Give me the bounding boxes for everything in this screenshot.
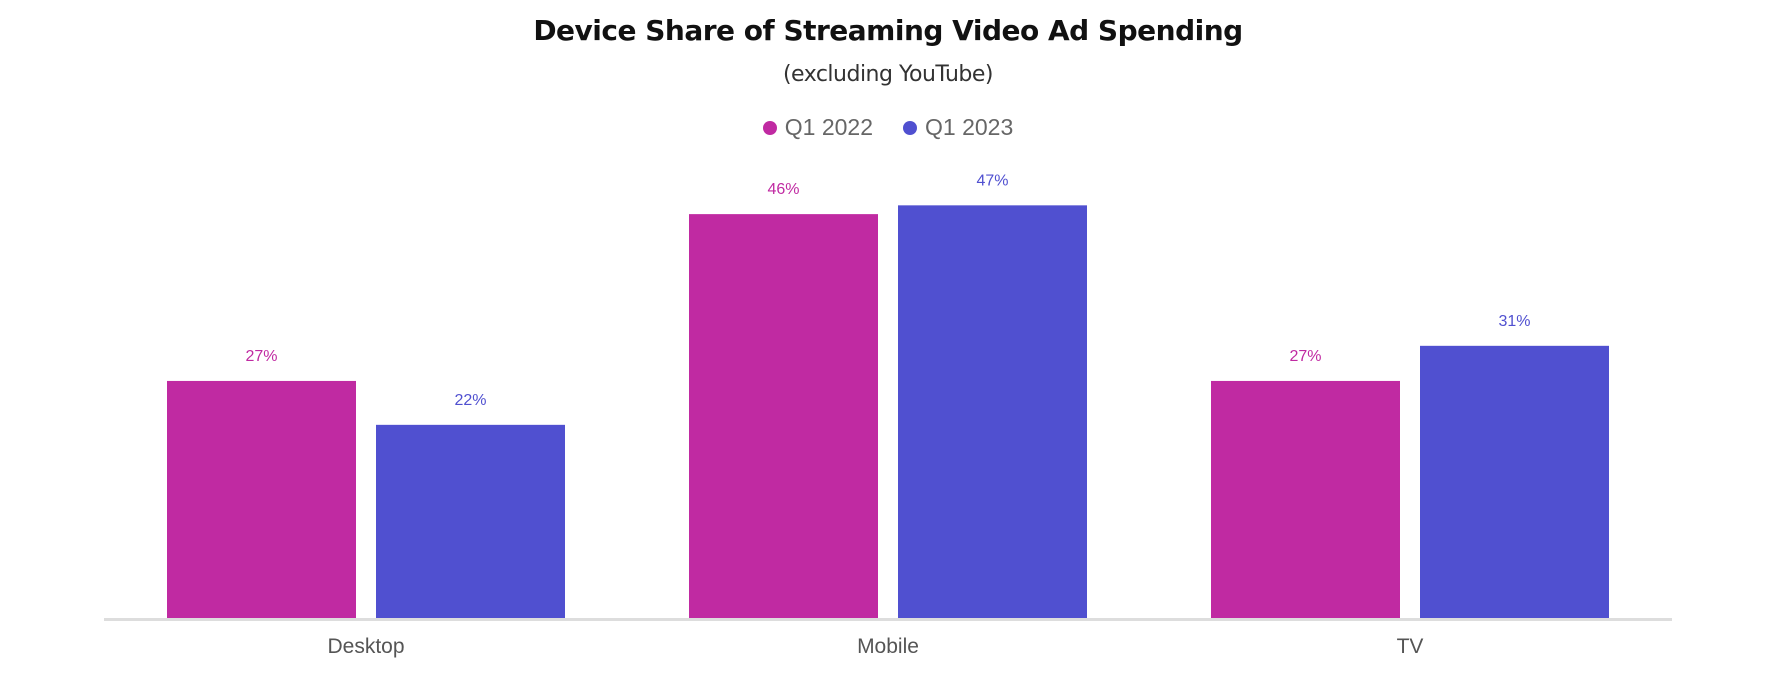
- legend-dot-q1-2023: [903, 120, 917, 135]
- bar-mobile-q1-2023: [898, 205, 1087, 618]
- data-label-desktop-q1-2023: 22%: [454, 392, 486, 409]
- data-label-tv-q1-2023: 31%: [1498, 313, 1530, 330]
- bar-tv-q1-2022: [1211, 380, 1400, 618]
- bar-desktop-q1-2023: [376, 424, 565, 618]
- bar-desktop-q1-2022: [167, 380, 356, 618]
- bar-mobile-q1-2022: [689, 214, 878, 618]
- bar-tv-q1-2023: [1420, 345, 1609, 618]
- legend-label-q1-2023: Q1 2023: [925, 114, 1014, 140]
- legend-item-q1-2023: Q1 2023: [903, 114, 1013, 141]
- legend: Q1 2022 Q1 2023: [0, 114, 1776, 141]
- data-label-mobile-q1-2023: 47%: [976, 172, 1008, 189]
- x-tick-label-mobile: Mobile: [857, 635, 919, 658]
- x-tick-label-desktop: Desktop: [327, 635, 404, 658]
- x-tick-label-tv: TV: [1397, 635, 1424, 658]
- legend-dot-q1-2022: [762, 120, 777, 135]
- data-label-desktop-q1-2022: 27%: [245, 348, 277, 365]
- chart-title: Device Share of Streaming Video Ad Spend…: [533, 14, 1243, 47]
- data-label-mobile-q1-2022: 46%: [767, 181, 799, 198]
- chart-subtitle: (excluding YouTube): [782, 62, 994, 87]
- legend-item-q1-2022: Q1 2022: [762, 114, 873, 141]
- data-label-tv-q1-2022: 27%: [1289, 348, 1321, 365]
- legend-label-q1-2022: Q1 2022: [784, 114, 873, 140]
